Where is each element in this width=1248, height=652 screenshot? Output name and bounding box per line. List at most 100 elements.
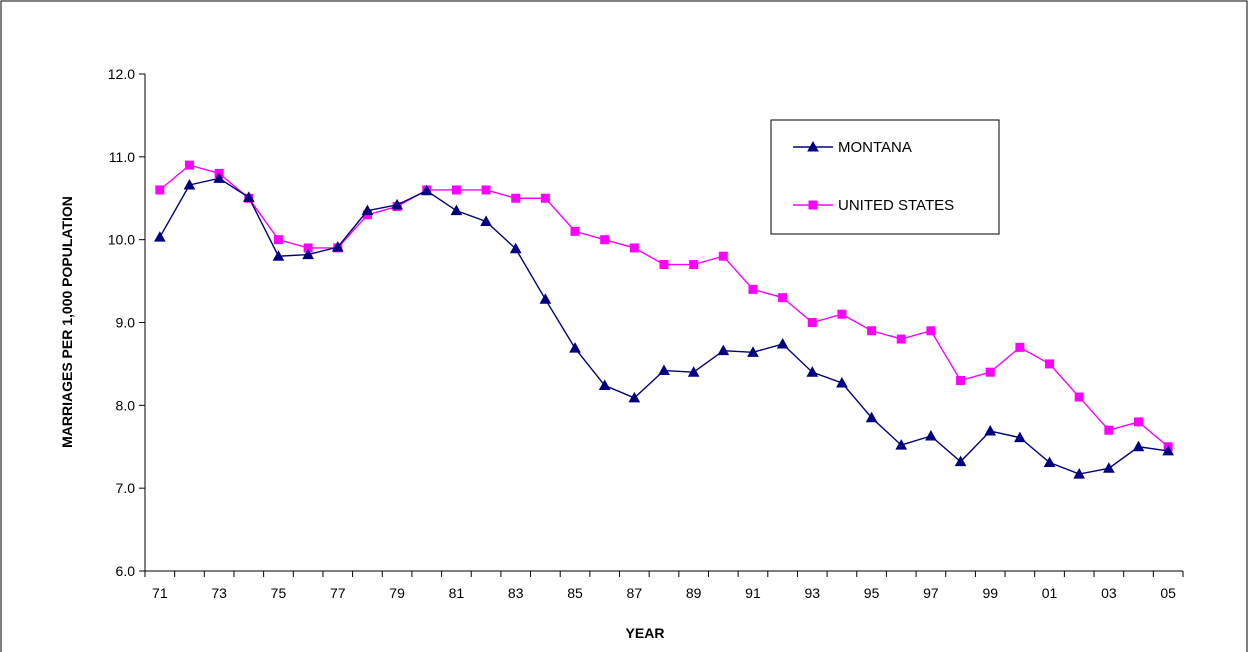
- data-point-united-states: [1104, 425, 1114, 435]
- y-tick-label: 6.0: [116, 563, 136, 579]
- data-point-united-states: [481, 185, 491, 195]
- x-tick-label: 01: [1042, 585, 1058, 601]
- data-point-montana: [687, 366, 700, 377]
- y-axis-title: MARRIAGES PER 1,000 POPULATION: [59, 196, 75, 448]
- data-point-united-states: [1074, 392, 1084, 402]
- data-point-united-states: [659, 260, 669, 270]
- data-point-montana: [480, 215, 492, 226]
- data-point-united-states: [896, 334, 906, 344]
- data-point-montana: [1162, 444, 1175, 456]
- data-point-montana: [539, 293, 552, 304]
- data-point-montana: [242, 191, 255, 202]
- series-montana: [153, 172, 1175, 479]
- x-axis-title: YEAR: [626, 625, 665, 641]
- data-point-montana: [628, 391, 641, 403]
- y-tick-label: 9.0: [116, 315, 136, 331]
- legend-label: UNITED STATES: [838, 197, 954, 214]
- legend-entry-united-states: UNITED STATES: [793, 197, 954, 214]
- data-point-montana: [569, 342, 581, 353]
- data-point-united-states: [600, 235, 610, 245]
- data-point-montana: [450, 204, 463, 216]
- data-point-united-states: [540, 193, 550, 203]
- data-point-montana: [836, 376, 848, 388]
- data-point-united-states: [689, 260, 699, 270]
- data-point-montana: [391, 198, 403, 210]
- data-point-montana: [302, 248, 314, 260]
- legend-marker: [807, 140, 819, 152]
- data-point-montana: [806, 366, 819, 377]
- data-point-montana: [865, 411, 878, 423]
- data-point-united-states: [985, 367, 995, 377]
- data-point-montana: [984, 424, 997, 436]
- data-point-montana: [183, 178, 196, 190]
- y-tick-label: 12.0: [108, 66, 135, 82]
- y-tick-label: 10.0: [108, 232, 135, 248]
- data-point-montana: [658, 364, 670, 376]
- data-point-united-states: [184, 160, 194, 170]
- x-tick-label: 99: [982, 585, 998, 601]
- data-point-united-states: [1015, 342, 1025, 352]
- data-point-united-states: [1045, 359, 1055, 369]
- data-point-united-states: [837, 309, 847, 319]
- data-point-united-states: [570, 226, 580, 236]
- x-tick-label: 75: [271, 585, 287, 601]
- data-point-montana: [361, 204, 374, 216]
- x-tick-label: 91: [745, 585, 761, 601]
- x-tick-label: 95: [864, 585, 880, 601]
- x-tick-label: 77: [330, 585, 346, 601]
- y-tick-label: 8.0: [116, 397, 136, 413]
- data-point-montana: [1103, 462, 1115, 473]
- legend-entry-montana: MONTANA: [793, 139, 912, 156]
- legend-label: MONTANA: [838, 139, 912, 156]
- data-point-montana: [272, 250, 285, 261]
- data-point-montana: [509, 242, 522, 254]
- legend-entries: MONTANA UNITED STATES: [793, 139, 954, 214]
- data-point-montana: [153, 231, 166, 242]
- data-point-montana: [776, 338, 789, 349]
- data-point-montana: [895, 439, 908, 450]
- y-tick-label: 11.0: [109, 149, 135, 165]
- data-point-montana: [213, 172, 225, 183]
- data-point-united-states: [273, 235, 283, 245]
- plot-area: 6.0 7.0 8.0 9.0 10.0 11.0 12.0 71 73 75 77 79 81 83 8…: [108, 66, 1184, 601]
- y-axis-ticks: 6.0 7.0 8.0 9.0 10.0 11.0 12.0: [108, 66, 145, 579]
- data-point-united-states: [1134, 417, 1144, 427]
- x-tick-label: 97: [923, 585, 939, 601]
- data-point-montana: [1073, 468, 1086, 479]
- data-point-united-states: [807, 318, 817, 327]
- x-tick-label: 05: [1160, 585, 1176, 601]
- data-point-montana: [1132, 440, 1145, 452]
- data-point-united-states: [155, 185, 165, 195]
- data-point-united-states: [867, 326, 877, 336]
- legend: MONTANA UNITED STATES: [770, 119, 1000, 235]
- x-axis-ticks: 71 73 75 77 79 81 83 85 87 89 91 93 95 97 99 01 03 05: [144, 571, 1184, 601]
- data-point-united-states: [748, 284, 758, 294]
- data-point-united-states: [511, 193, 521, 203]
- y-tick-label: 7.0: [116, 480, 136, 496]
- x-tick-label: 79: [389, 585, 405, 601]
- x-tick-label: 03: [1101, 585, 1117, 601]
- data-point-montana: [420, 184, 433, 196]
- series-layer: [153, 160, 1175, 479]
- x-tick-label: 85: [567, 585, 583, 601]
- data-point-montana: [331, 241, 344, 252]
- x-tick-label: 87: [627, 585, 643, 601]
- data-point-united-states: [778, 293, 788, 303]
- legend-marker: [808, 200, 818, 210]
- data-point-montana: [598, 379, 611, 390]
- data-point-montana: [925, 429, 937, 441]
- data-point-montana: [1043, 456, 1056, 467]
- data-point-united-states: [718, 251, 728, 261]
- x-tick-label: 71: [152, 585, 168, 601]
- x-tick-label: 83: [508, 585, 524, 601]
- data-point-united-states: [956, 375, 966, 385]
- data-point-montana: [1014, 431, 1026, 443]
- x-tick-label: 93: [804, 585, 820, 601]
- x-tick-label: 81: [449, 585, 465, 601]
- x-tick-label: 73: [211, 585, 227, 601]
- data-point-montana: [747, 346, 759, 357]
- x-tick-label: 89: [686, 585, 702, 601]
